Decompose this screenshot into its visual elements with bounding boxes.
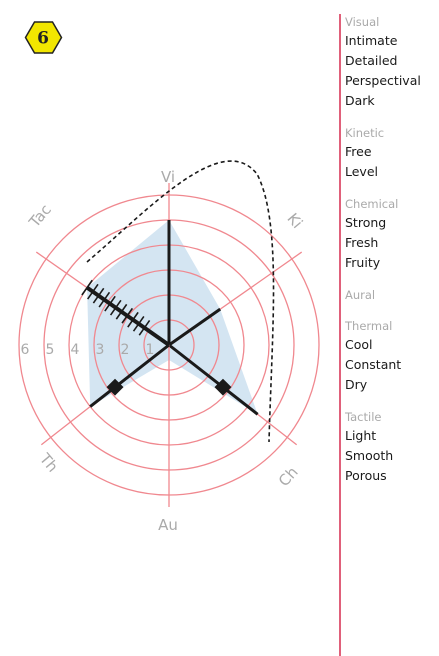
legend-item: Light [345, 428, 377, 443]
legend-section-kinetic: Kinetic Free Level [345, 125, 439, 182]
tac-hatch-tick [132, 315, 145, 332]
sequence-badge: 6 [24, 21, 63, 54]
legend-section-tactile: Tactile Light Smooth Porous [345, 409, 439, 486]
axis-label-au: Au [158, 516, 178, 534]
legend-item: Strong [345, 215, 387, 230]
legend-heading: Kinetic [345, 126, 385, 140]
legend-item: Smooth [345, 448, 394, 463]
ring-label-5: 5 [46, 342, 55, 358]
ring-label-6: 6 [21, 342, 30, 358]
tac-hatch-tick [138, 319, 151, 336]
ring-label-3: 3 [96, 342, 105, 358]
tac-hatch-tick [87, 283, 99, 300]
tac-hatch-tick [115, 303, 128, 320]
tac-hatch-tick [92, 287, 105, 304]
legend-item: Intimate [345, 33, 398, 48]
value-line-th [89, 343, 170, 408]
legend-item: Detailed [345, 53, 398, 68]
value-line-ki [168, 307, 222, 347]
legend-item: Porous [345, 468, 387, 483]
legend-heading: Chemical [345, 197, 399, 211]
axis-label-tac: Tac [25, 201, 55, 232]
legend-item: Constant [345, 357, 402, 372]
tac-hatch-tick [81, 279, 93, 296]
badge-hexagon [24, 21, 63, 54]
marker-ch [214, 378, 232, 396]
legend-section-chemical: Chemical Strong Fresh Fruity [345, 196, 439, 273]
legend-item: Level [345, 164, 378, 179]
axis-label-ki: Ki [283, 210, 306, 232]
tac-hatch-tick [121, 307, 134, 324]
tac-hatch-tick [127, 311, 139, 328]
ring-label-2: 2 [121, 342, 130, 358]
legend-item: Fruity [345, 255, 381, 270]
tac-hatch-tick [98, 291, 111, 308]
axis-label-th: Th [35, 449, 61, 476]
legend-item: Fresh [345, 235, 379, 250]
legend-divider [339, 14, 341, 656]
axis-label-ch: Ch [275, 463, 302, 490]
ring-label-4: 4 [71, 342, 80, 358]
legend-section-thermal: Thermal Cool Constant Dry [345, 318, 439, 395]
legend-item: Dry [345, 377, 368, 392]
dashed-connector-curve [86, 160, 275, 443]
badge-number: 6 [37, 29, 49, 49]
tac-hatch-line [85, 286, 171, 347]
axis-label-vi: Vi [161, 168, 175, 186]
legend-item: Perspectival [345, 73, 421, 88]
tac-hatch-tick [109, 299, 122, 316]
legend-heading: Tactile [345, 410, 382, 424]
ring-label-1: 1 [146, 342, 155, 358]
value-line-ch [168, 343, 259, 416]
tac-hatch-tick [104, 295, 116, 312]
marker-th [106, 378, 124, 396]
legend-heading: Aural [345, 288, 376, 302]
legend-heading: Thermal [345, 319, 393, 333]
legend-item: Cool [345, 337, 373, 352]
legend-section-aural: Aural [345, 287, 439, 304]
sensory-legend: Visual Intimate Detailed Perspectival Dark Ki… [345, 14, 439, 500]
legend-item: Dark [345, 93, 375, 108]
legend-item: Free [345, 144, 372, 159]
legend-section-visual: Visual Intimate Detailed Perspectival Dark [345, 14, 439, 111]
legend-heading: Visual [345, 15, 380, 29]
